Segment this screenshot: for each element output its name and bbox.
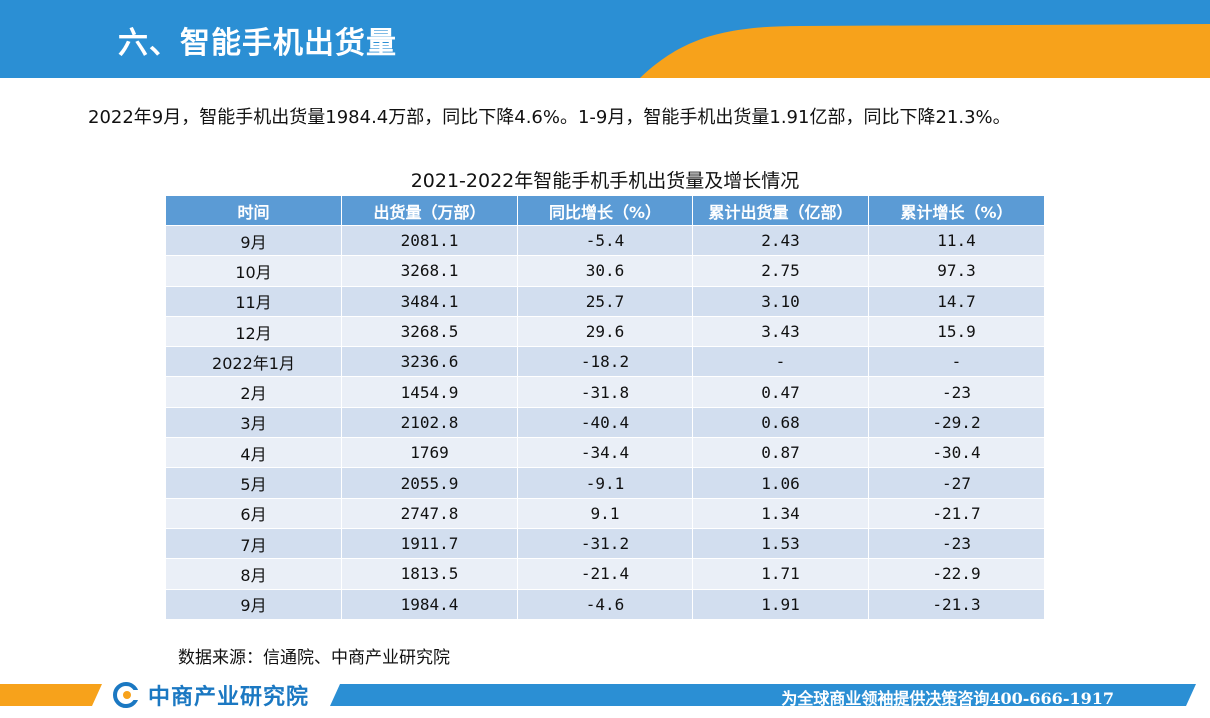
- cell-time: 8月: [166, 558, 342, 589]
- cell-yoy-growth: -4.6: [518, 588, 693, 619]
- footer-logo: 中商产业研究院: [112, 680, 309, 710]
- cell-time: 4月: [166, 437, 342, 468]
- cell-yoy-growth: -34.4: [518, 437, 693, 468]
- footer-orange-bar: [0, 684, 102, 706]
- table-row: 12月 3268.5 29.6 3.43 15.9: [166, 315, 1044, 347]
- table-row: 8月 1813.5 -21.4 1.71 -22.9: [166, 558, 1044, 589]
- cell-cumulative-shipment: -: [693, 346, 869, 377]
- cell-shipment: 3484.1: [342, 285, 518, 316]
- cell-shipment: 1769: [342, 437, 518, 468]
- column-header-cumulative-shipment: 累计出货量（亿部）: [693, 196, 869, 225]
- summary-text: 2022年9月，智能手机出货量1984.4万部，同比下降4.6%。1-9月，智能…: [88, 107, 1011, 128]
- cell-cumulative-shipment: 2.43: [693, 225, 869, 256]
- cell-yoy-growth: -18.2: [518, 346, 693, 377]
- cell-time: 2022年1月: [166, 346, 342, 377]
- cell-cumulative-shipment: 1.91: [693, 588, 869, 619]
- cell-yoy-growth: 30.6: [518, 255, 693, 286]
- footer-blue-bar: [330, 684, 1196, 706]
- cell-yoy-growth: -21.4: [518, 558, 693, 589]
- data-source: 数据来源：信通院、中商产业研究院: [178, 648, 450, 668]
- cell-cumulative-shipment: 0.47: [693, 376, 869, 407]
- cell-cumulative-growth: -21.7: [869, 497, 1044, 528]
- table-row: 4月 1769 -34.4 0.87 -30.4: [166, 437, 1044, 468]
- page-title: 六、智能手机出货量: [118, 26, 397, 61]
- footer-logo-text: 中商产业研究院: [148, 685, 310, 710]
- cell-cumulative-growth: -21.3: [869, 588, 1044, 619]
- cell-shipment: 2081.1: [342, 225, 518, 256]
- cell-cumulative-shipment: 3.10: [693, 285, 869, 316]
- shipment-table: 时间 出货量（万部） 同比增长（%） 累计出货量（亿部） 累计增长（%） 9月 2…: [166, 196, 1044, 619]
- table-row: 11月 3484.1 25.7 3.10 14.7: [166, 285, 1044, 316]
- table-row: 5月 2055.9 -9.1 1.06 -27: [166, 467, 1044, 498]
- cell-cumulative-growth: 14.7: [869, 285, 1044, 316]
- cell-cumulative-growth: -23: [869, 376, 1044, 407]
- cell-shipment: 3268.1: [342, 255, 518, 286]
- cell-yoy-growth: 25.7: [518, 285, 693, 316]
- cell-yoy-growth: -31.2: [518, 527, 693, 559]
- cell-cumulative-growth: 11.4: [869, 225, 1044, 256]
- cell-time: 2月: [166, 376, 342, 407]
- cell-shipment: 3268.5: [342, 315, 518, 347]
- cell-time: 5月: [166, 467, 342, 498]
- cell-time: 3月: [166, 406, 342, 438]
- cell-cumulative-shipment: 1.34: [693, 497, 869, 528]
- cell-yoy-growth: 29.6: [518, 315, 693, 347]
- cell-time: 9月: [166, 225, 342, 256]
- table-body: 9月 2081.1 -5.4 2.43 11.4 10月 3268.1 30.6 2.75 97.…: [166, 225, 1044, 619]
- cell-shipment: 3236.6: [342, 346, 518, 377]
- cell-time: 11月: [166, 285, 342, 316]
- cell-time: 7月: [166, 527, 342, 559]
- askci-logo-icon: [113, 682, 142, 708]
- cell-shipment: 2055.9: [342, 467, 518, 498]
- table-row: 9月 2081.1 -5.4 2.43 11.4: [166, 225, 1044, 256]
- cell-shipment: 1813.5: [342, 558, 518, 589]
- cell-yoy-growth: -9.1: [518, 467, 693, 498]
- table-header-row: 时间 出货量（万部） 同比增长（%） 累计出货量（亿部） 累计增长（%）: [166, 196, 1044, 225]
- cell-time: 12月: [166, 315, 342, 347]
- cell-yoy-growth: -31.8: [518, 376, 693, 407]
- cell-time: 9月: [166, 588, 342, 619]
- table-row: 3月 2102.8 -40.4 0.68 -29.2: [166, 406, 1044, 438]
- cell-cumulative-growth: -27: [869, 467, 1044, 498]
- table-row: 6月 2747.8 9.1 1.34 -21.7: [166, 497, 1044, 528]
- header-orange-swoosh: [640, 24, 1210, 78]
- cell-cumulative-shipment: 1.71: [693, 558, 869, 589]
- cell-cumulative-growth: -22.9: [869, 558, 1044, 589]
- cell-cumulative-growth: 15.9: [869, 315, 1044, 347]
- cell-cumulative-shipment: 2.75: [693, 255, 869, 286]
- cell-cumulative-shipment: 3.43: [693, 315, 869, 347]
- cell-time: 10月: [166, 255, 342, 286]
- cell-cumulative-shipment: 1.53: [693, 527, 869, 559]
- table-caption: 2021-2022年智能手机手机出货量及增长情况: [410, 170, 800, 192]
- cell-cumulative-growth: 97.3: [869, 255, 1044, 286]
- column-header-shipment: 出货量（万部）: [342, 196, 518, 225]
- cell-yoy-growth: -5.4: [518, 225, 693, 256]
- cell-cumulative-shipment: 1.06: [693, 467, 869, 498]
- header-band: 六、智能手机出货量: [0, 0, 1210, 78]
- column-header-time: 时间: [166, 196, 342, 225]
- table-row: 2022年1月 3236.6 -18.2- -: [166, 346, 1044, 377]
- table-row: 10月 3268.1 30.6 2.75 97.3: [166, 255, 1044, 286]
- cell-cumulative-growth: -30.4: [869, 437, 1044, 468]
- column-header-yoy-growth: 同比增长（%）: [518, 196, 693, 225]
- cell-shipment: 1984.4: [342, 588, 518, 619]
- table-row: 7月 1911.7 -31.2 1.53 -23: [166, 527, 1044, 559]
- cell-cumulative-shipment: 0.68: [693, 406, 869, 438]
- cell-cumulative-growth: -23: [869, 527, 1044, 559]
- cell-cumulative-growth: -: [869, 346, 1044, 377]
- cell-shipment: 2102.8: [342, 406, 518, 438]
- cell-shipment: 2747.8: [342, 497, 518, 528]
- footer-slogan: 为全球商业领袖提供决策咨询400-666-1917: [781, 689, 1114, 708]
- table-row: 9月 1984.4 -4.6 1.91 -21.3: [166, 588, 1044, 619]
- cell-yoy-growth: -40.4: [518, 406, 693, 438]
- column-header-cumulative-growth: 累计增长（%）: [869, 196, 1044, 225]
- cell-cumulative-growth: -29.2: [869, 406, 1044, 438]
- table-row: 2月 1454.9 -31.8 0.47 -23: [166, 376, 1044, 407]
- cell-cumulative-shipment: 0.87: [693, 437, 869, 468]
- cell-time: 6月: [166, 497, 342, 528]
- cell-shipment: 1911.7: [342, 527, 518, 559]
- cell-yoy-growth: 9.1: [518, 497, 693, 528]
- cell-shipment: 1454.9: [342, 376, 518, 407]
